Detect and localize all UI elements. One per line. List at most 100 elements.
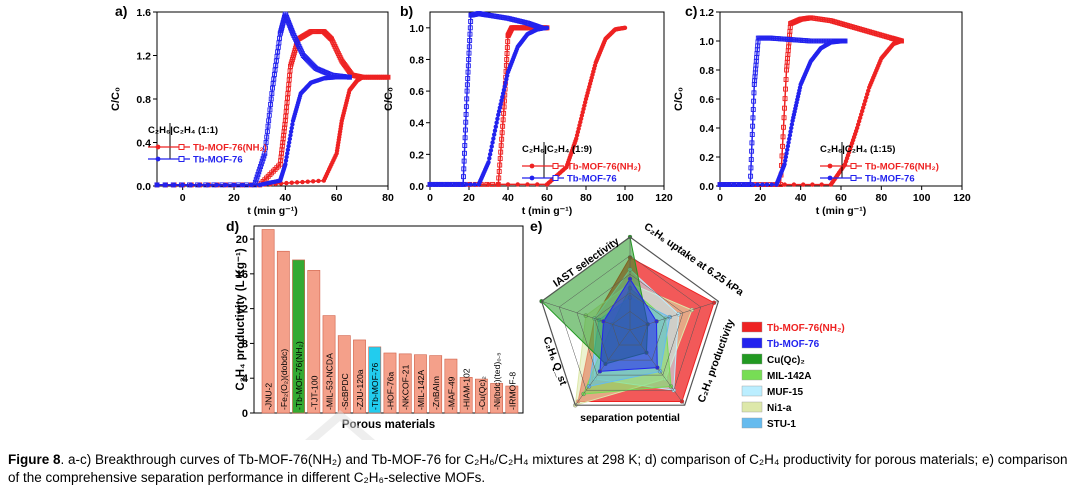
legend-entry: Tb-MOF-76(NH₂) [767, 323, 845, 334]
panel-label: e) [530, 218, 542, 234]
data-point [464, 96, 470, 102]
data-point [258, 164, 263, 169]
data-point [195, 182, 201, 188]
data-point [740, 182, 746, 188]
data-point [465, 75, 471, 81]
data-point [505, 182, 511, 187]
data-point [235, 182, 241, 188]
series-line-C2H4-plain [720, 37, 845, 186]
y-tick-label: 12 [236, 304, 248, 316]
data-point [462, 127, 468, 133]
data-point [187, 182, 192, 188]
y-axis-label: C₂H₄ productivity (L Kg⁻¹) [235, 248, 247, 390]
bar-category-label: -ScBPDC [340, 373, 350, 410]
series-line-C2H4-nh2 [157, 30, 388, 186]
data-point [446, 181, 452, 187]
x-tick-label: 20 [463, 192, 475, 204]
watermark-logo [305, 410, 375, 440]
y-tick-label: 0.8 [409, 54, 424, 66]
data-point [782, 96, 788, 102]
radar-spoke [629, 301, 719, 331]
data-point [781, 115, 787, 121]
breakthrough-panel-2: b) 0 20 40 60 80 100 120 0.0 0.2 0.4 0.6 0.8 1.0 t (mi… [383, 3, 673, 217]
data-point [438, 181, 444, 187]
data-point [287, 72, 293, 78]
data-point [270, 81, 276, 87]
data-point [285, 86, 291, 92]
data-point [544, 25, 550, 31]
data-point [499, 130, 505, 136]
data-point [465, 63, 471, 69]
data-point [866, 88, 871, 93]
data-point [347, 74, 352, 80]
data-point [455, 181, 461, 187]
legend-swatch [741, 321, 763, 333]
data-point [497, 105, 503, 110]
data-point [860, 105, 866, 110]
data-point [755, 182, 760, 187]
bar-category-label: -MIL-53-NCDA [325, 353, 335, 410]
radar-spoke [541, 301, 631, 331]
y-tick-label: 4 [242, 373, 249, 385]
y-tick-label: 1.0 [699, 36, 714, 48]
bar [337, 335, 351, 414]
y-tick-label: 0.4 [699, 123, 714, 135]
data-point [288, 129, 294, 134]
legend-marker-open [552, 175, 559, 181]
data-point [219, 182, 225, 188]
legend-entry: MIL-142A [767, 371, 811, 382]
legend: C₂H₆|C₂H₄ (1:15) Tb-MOF-76(NH₂)Tb-MOF-76 [820, 142, 939, 185]
legend-swatch [741, 385, 763, 397]
data-point [294, 180, 300, 185]
data-point [466, 50, 472, 56]
y-tick-label: 16 [236, 269, 248, 281]
data-point [285, 151, 290, 156]
legend-marker-open [850, 175, 857, 181]
panel-label: d) [226, 218, 239, 234]
data-point [582, 100, 588, 105]
x-tick-label: 80 [382, 192, 394, 204]
data-point [856, 119, 862, 124]
data-point [487, 152, 493, 157]
data-point [288, 133, 293, 138]
x-axis-label: t (min g⁻¹) [247, 205, 297, 217]
panel-label: b) [400, 3, 413, 19]
data-point [284, 104, 290, 110]
data-point [271, 76, 277, 82]
legend-title: C₂H₆|C₂H₄ (1:15) [820, 144, 895, 155]
data-point [488, 148, 494, 153]
legend-marker-filled [827, 163, 833, 169]
figure-canvas: a)0 20 40 60 800.00.40.81.21.6t (min g⁻¹)C/C… [110, 3, 971, 431]
data-point [284, 180, 289, 186]
data-point [492, 128, 498, 133]
radar-axis-label: C₂H₆ Q_st [540, 335, 569, 387]
data-point [576, 126, 581, 131]
data-point [782, 162, 787, 167]
bar-category-label: -Tb-MOF-76 [370, 363, 380, 410]
legend-marker-open [178, 144, 185, 150]
data-point [170, 182, 176, 188]
x-tick-label: 100 [913, 192, 931, 204]
data-point [462, 135, 468, 141]
bar-category-label: -NKCOF-21 [401, 364, 411, 410]
y-tick-label: 0.8 [699, 65, 714, 77]
bar [414, 354, 427, 414]
x-tick-label: 20 [754, 192, 766, 204]
data-point [466, 57, 472, 62]
data-point [855, 122, 861, 127]
data-point [577, 123, 582, 128]
bar [307, 270, 321, 414]
x-tick-label: 40 [795, 192, 807, 204]
data-point [749, 140, 755, 146]
data-point [154, 182, 160, 188]
data-point [742, 182, 748, 188]
y-tick-label: 0.0 [699, 181, 714, 193]
data-point [468, 19, 474, 24]
data-point [725, 182, 731, 188]
data-point [461, 174, 466, 180]
bar-category-label: -Fe₂(O₂)(dobdc) [279, 349, 289, 410]
data-point [722, 182, 728, 188]
data-point [504, 73, 510, 78]
legend-swatch [741, 337, 763, 349]
data-point [283, 162, 288, 167]
